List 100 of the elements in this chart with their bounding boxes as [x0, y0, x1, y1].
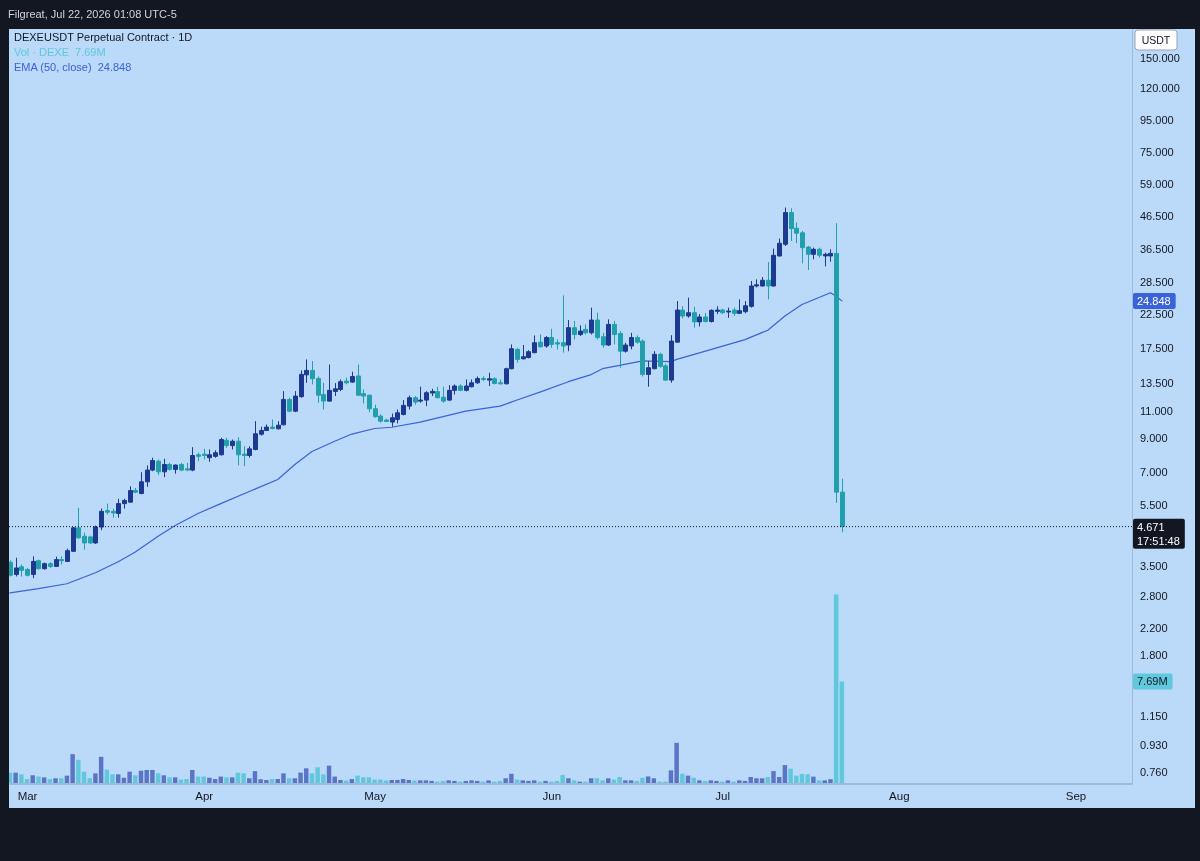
candlestick [515, 347, 520, 364]
candlestick [133, 487, 138, 494]
bar [811, 776, 816, 783]
candlestick [14, 557, 19, 577]
bar [725, 780, 731, 783]
text: 24.848 [1137, 294, 1171, 307]
y-tick-label: 17.500 [1140, 342, 1174, 355]
bar [247, 778, 252, 783]
y-tick-label: 46.500 [1140, 210, 1174, 223]
bar [30, 775, 35, 783]
y-tick-label: 150.000 [1140, 52, 1180, 65]
y-tick-label: 3.500 [1140, 559, 1168, 572]
candlestick [287, 397, 292, 413]
bar [412, 780, 417, 783]
candlestick [36, 559, 41, 571]
x-tick-label: Apr [195, 790, 214, 803]
candlestick [726, 307, 731, 319]
candlestick [572, 320, 577, 340]
bar [816, 780, 822, 783]
x-tick-label: Jun [542, 790, 562, 803]
bar [571, 780, 577, 783]
candlestick [413, 395, 418, 406]
bar [167, 777, 172, 783]
y-tick-label: 5.500 [1140, 498, 1168, 511]
bar [691, 777, 696, 783]
candlestick [686, 297, 691, 319]
bar [782, 765, 788, 783]
bar [133, 775, 138, 783]
candlestick [606, 318, 611, 347]
candlestick [680, 305, 685, 319]
text: 7.69M [75, 46, 106, 58]
candlestick [173, 463, 178, 475]
bar [155, 773, 161, 783]
y-axis-title: USDT [1141, 34, 1171, 46]
bar [161, 775, 167, 783]
bar [53, 778, 58, 783]
candlestick [42, 562, 47, 571]
candlestick [9, 559, 13, 577]
candlestick [224, 437, 229, 449]
candlestick [583, 323, 588, 335]
candlestick [167, 462, 172, 471]
y-tick-label: 9.000 [1140, 432, 1168, 445]
y-tick-label: 0.760 [1140, 765, 1168, 778]
bar [172, 777, 178, 783]
candlestick [817, 247, 822, 259]
y-tick-label: 2.800 [1140, 589, 1168, 602]
candlestick [732, 307, 737, 317]
bar [87, 778, 92, 783]
candlestick [350, 371, 355, 384]
x-tick-label: Sep [1065, 790, 1087, 803]
candlestick [48, 561, 53, 569]
y-tick-label: 59.000 [1140, 178, 1174, 191]
candlestick [481, 375, 486, 382]
x-tick-label: May [364, 790, 387, 803]
candlestick [156, 458, 161, 476]
candlestick [538, 333, 543, 349]
bar [13, 772, 18, 783]
candlestick [190, 446, 195, 472]
candlestick [276, 420, 281, 430]
y-tick-label: 75.000 [1140, 145, 1174, 158]
ref-line-label: 4.671 [1137, 520, 1165, 533]
y-tick-label: 13.500 [1140, 377, 1174, 390]
bar [41, 777, 47, 783]
candlestick [703, 312, 708, 324]
bar [406, 779, 412, 783]
bar [36, 776, 41, 783]
candlestick [811, 247, 816, 260]
line-series [9, 292, 843, 594]
bar [229, 777, 235, 783]
candlestick [697, 313, 702, 328]
candlestick [487, 372, 492, 387]
bar [190, 769, 195, 783]
y-tick-label: 0.930 [1140, 738, 1168, 751]
candlestick [230, 439, 235, 450]
y-tick-label: 1.800 [1140, 649, 1168, 662]
bar [224, 777, 229, 783]
chart-title: DEXEUSDT Perpetual Contract · 1D [14, 31, 193, 43]
y-tick-label: 36.500 [1140, 242, 1174, 255]
y-tick-label: 22.500 [1140, 308, 1174, 321]
y-tick-label: 11.000 [1140, 404, 1173, 417]
bar [833, 594, 839, 783]
bar [9, 772, 13, 783]
bar [839, 681, 845, 783]
y-tick-label: 120.000 [1140, 82, 1180, 95]
candlestick [281, 390, 286, 426]
candlestick [544, 335, 549, 349]
y-tick-label: 95.000 [1140, 113, 1174, 126]
candlestick [31, 555, 36, 579]
bar [588, 778, 594, 783]
bar [566, 778, 571, 783]
candlestick [692, 306, 697, 329]
bar [651, 778, 657, 783]
bar [417, 780, 423, 783]
bar [286, 778, 292, 783]
bar [697, 780, 702, 783]
text: EMA (50, close) [14, 61, 92, 73]
bar [680, 773, 685, 783]
candlestick [344, 377, 349, 385]
text: 7.69M [1137, 675, 1168, 688]
candlestick [766, 261, 771, 300]
